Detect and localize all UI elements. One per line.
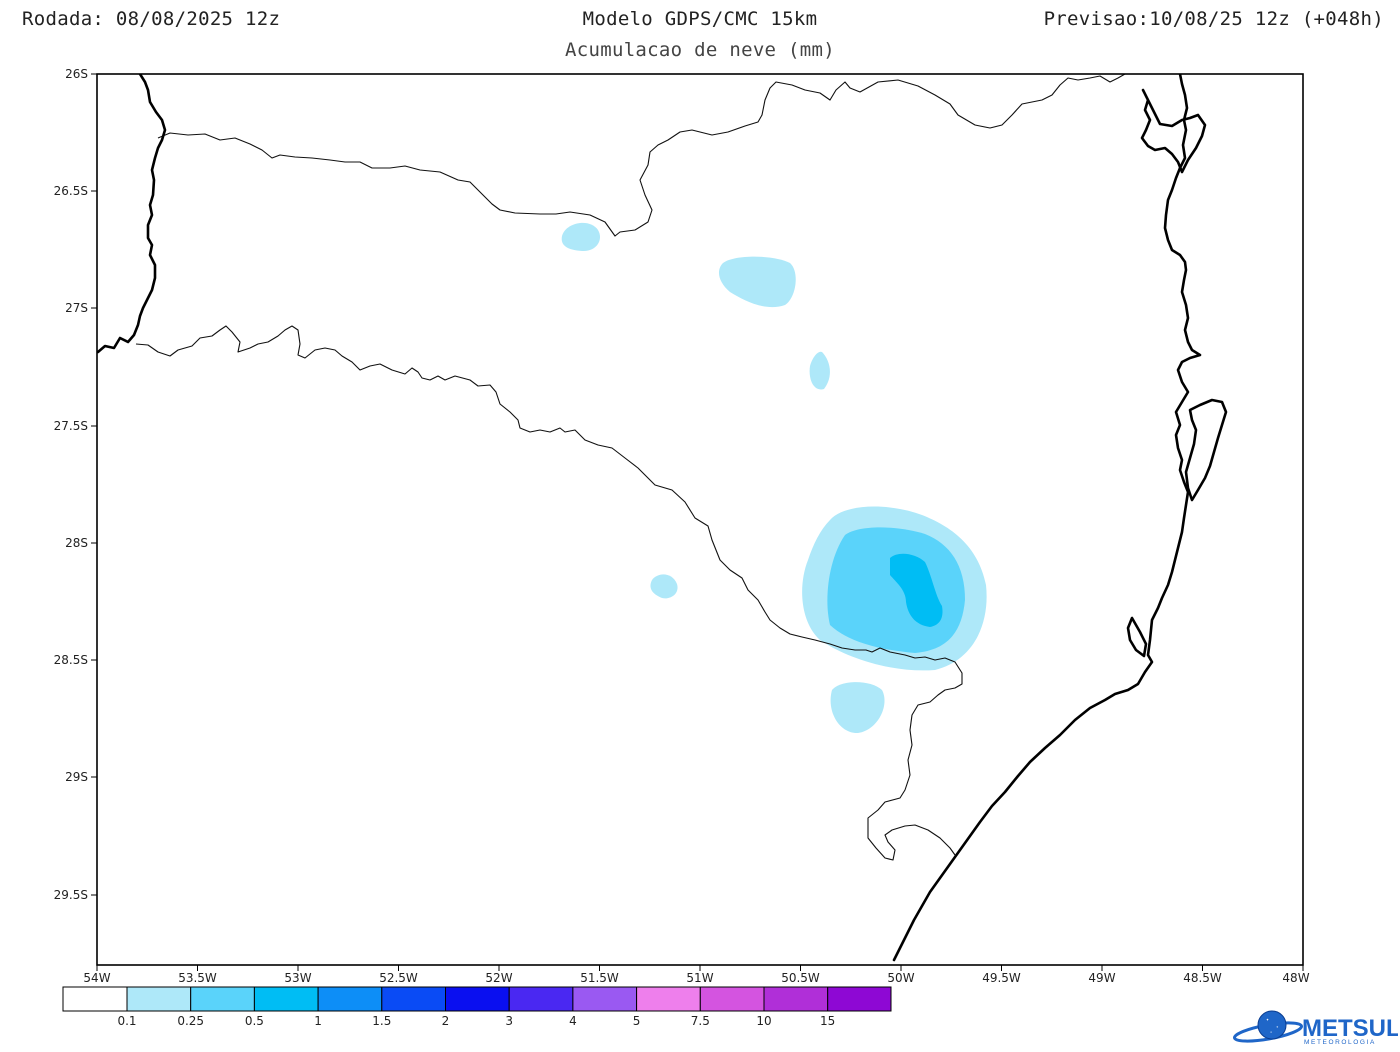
logo-brand-text: METSUL bbox=[1302, 1015, 1398, 1042]
colorbar-cell bbox=[253, 986, 319, 1012]
map-subtitle: Acumulacao de neve (mm) bbox=[565, 39, 835, 61]
lon-tick-label: 50.5W bbox=[781, 971, 820, 985]
snow-area-0.5 bbox=[890, 553, 943, 627]
svg-text:✦: ✦ bbox=[1270, 1030, 1273, 1034]
lat-tick-label: 27.5S bbox=[54, 419, 88, 433]
colorbar-label: 7.5 bbox=[691, 1014, 710, 1028]
colorbar-cell bbox=[381, 986, 446, 1012]
lat-tick-label: 28S bbox=[65, 536, 88, 550]
lat-tick-label: 26.5S bbox=[54, 184, 88, 198]
colorbar-label: 0.5 bbox=[245, 1014, 264, 1028]
lon-tick-label: 51.5W bbox=[580, 971, 619, 985]
parana-border-line bbox=[157, 74, 1126, 237]
state-borders bbox=[135, 74, 1126, 861]
coastline-and-international-border bbox=[97, 74, 1228, 962]
colorbar-cell bbox=[317, 986, 383, 1012]
snow-area-0.1 bbox=[561, 222, 601, 252]
map-frame bbox=[96, 73, 1304, 966]
coastline bbox=[892, 74, 1202, 962]
lon-tick-label: 53.5W bbox=[178, 971, 217, 985]
lon-tick-label: 50W bbox=[887, 971, 914, 985]
logo-tagline-text: METEOROLOGIA bbox=[1304, 1039, 1376, 1046]
snow-area-0.1 bbox=[809, 351, 830, 390]
svg-text:✦: ✦ bbox=[1266, 1017, 1269, 1023]
lon-tick-label: 52.5W bbox=[379, 971, 418, 985]
latitude-axis: 26S 26.5S 27S 27.5S 28S 28.5S 29S 29.5S bbox=[54, 67, 97, 902]
snow-shading bbox=[561, 222, 987, 734]
lat-tick-label: 27S bbox=[65, 301, 88, 315]
santa-catarina-island bbox=[1184, 398, 1228, 502]
lon-tick-label: 54W bbox=[83, 971, 110, 985]
colorbar-label: 15 bbox=[820, 1014, 835, 1028]
lat-tick-label: 29S bbox=[65, 770, 88, 784]
colorbar-cell bbox=[763, 986, 829, 1012]
snow-area-0.1 bbox=[718, 256, 796, 308]
rio-grande-do-sul-border-line bbox=[135, 325, 963, 861]
colorbar-cell bbox=[190, 986, 255, 1012]
lat-tick-label: 28.5S bbox=[54, 653, 88, 667]
colorbar-label: 1 bbox=[314, 1014, 322, 1028]
snow-area-0.1 bbox=[830, 682, 885, 734]
colorbar-label: 4 bbox=[569, 1014, 577, 1028]
sao-francisco-island bbox=[1140, 88, 1207, 174]
metsul-logo: ✦ ✦ ✦ METSUL METEOROLOGIA bbox=[1232, 1010, 1398, 1046]
colorbar-cell bbox=[126, 986, 192, 1012]
colorbar-cell bbox=[699, 986, 765, 1012]
colorbar-label: 2 bbox=[442, 1014, 450, 1028]
colorbar-label: 5 bbox=[633, 1014, 641, 1028]
colorbar-label: 10 bbox=[756, 1014, 771, 1028]
colorbar-cell bbox=[636, 986, 701, 1012]
lat-tick-label: 26S bbox=[65, 67, 88, 81]
lon-tick-label: 48.5W bbox=[1183, 971, 1222, 985]
lon-tick-label: 51W bbox=[686, 971, 713, 985]
lat-tick-label: 29.5S bbox=[54, 888, 88, 902]
run-date-label: Rodada: 08/08/2025 12z bbox=[22, 8, 281, 30]
lon-tick-label: 48W bbox=[1282, 971, 1309, 985]
colorbar: 0.1 0.25 0.5 1 1.5 2 3 4 5 7.5 10 15 bbox=[62, 986, 892, 1028]
colorbar-cell bbox=[572, 986, 638, 1012]
lon-tick-label: 53W bbox=[284, 971, 311, 985]
colorbar-label: 1.5 bbox=[372, 1014, 391, 1028]
argentina-border-line bbox=[97, 74, 167, 354]
lon-tick-label: 49W bbox=[1088, 971, 1115, 985]
forecast-valid-label: Previsao:10/08/25 12z (+048h) bbox=[1043, 8, 1384, 30]
svg-text:✦: ✦ bbox=[1276, 1024, 1279, 1029]
snow-area-0.1 bbox=[650, 574, 678, 599]
colorbar-label: 0.25 bbox=[177, 1014, 204, 1028]
longitude-axis: 54W 53.5W 53W 52.5W 52W 51.5W 51W 50.5W … bbox=[83, 965, 1310, 985]
colorbar-cell bbox=[508, 986, 574, 1012]
model-title: Modelo GDPS/CMC 15km bbox=[582, 8, 818, 30]
lon-tick-label: 52W bbox=[485, 971, 512, 985]
snow-area-0.25 bbox=[827, 527, 965, 653]
map-layers bbox=[97, 74, 1228, 962]
colorbar-cell bbox=[827, 986, 892, 1012]
colorbar-label: 3 bbox=[505, 1014, 513, 1028]
lon-tick-label: 49.5W bbox=[982, 971, 1021, 985]
colorbar-cell bbox=[445, 986, 510, 1012]
colorbar-cell bbox=[62, 986, 128, 1012]
lagoon-inlet bbox=[1126, 616, 1148, 658]
colorbar-label: 0.1 bbox=[117, 1014, 136, 1028]
